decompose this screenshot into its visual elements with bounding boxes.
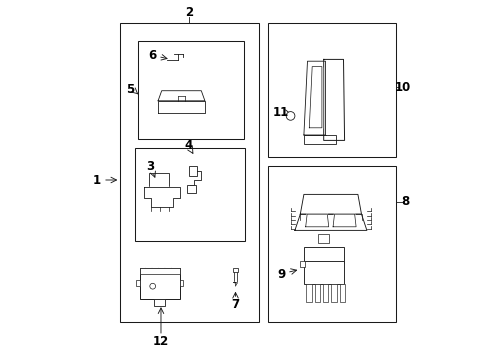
Polygon shape: [143, 187, 179, 207]
Circle shape: [285, 112, 294, 120]
Polygon shape: [294, 214, 366, 230]
Bar: [140, 268, 179, 274]
Bar: [179, 280, 183, 286]
Bar: [134, 148, 244, 241]
Polygon shape: [233, 283, 237, 286]
Bar: [186, 185, 196, 193]
Bar: [300, 261, 304, 267]
Bar: [318, 234, 328, 243]
Polygon shape: [323, 59, 344, 140]
Text: 6: 6: [148, 49, 157, 62]
Bar: [303, 135, 336, 144]
Text: 9: 9: [277, 268, 285, 281]
Bar: [314, 284, 320, 302]
Polygon shape: [303, 61, 325, 135]
Circle shape: [149, 283, 155, 289]
Text: 8: 8: [401, 195, 409, 208]
Bar: [267, 166, 395, 322]
Bar: [330, 284, 336, 302]
Bar: [232, 268, 238, 272]
Text: 10: 10: [394, 81, 410, 94]
Bar: [136, 280, 140, 286]
Bar: [138, 41, 244, 139]
Bar: [267, 23, 395, 157]
Bar: [233, 270, 237, 283]
Bar: [306, 284, 311, 302]
Text: 7: 7: [231, 298, 239, 311]
Polygon shape: [305, 214, 328, 227]
Bar: [149, 173, 168, 187]
Bar: [188, 166, 196, 176]
Text: 1: 1: [93, 174, 101, 186]
Text: 12: 12: [153, 335, 169, 348]
Polygon shape: [332, 214, 355, 227]
Text: 5: 5: [125, 83, 134, 96]
Bar: [303, 247, 343, 263]
Polygon shape: [158, 91, 204, 101]
Bar: [140, 268, 179, 299]
Polygon shape: [300, 194, 361, 214]
Bar: [120, 23, 258, 322]
Text: 3: 3: [146, 160, 154, 173]
Polygon shape: [309, 67, 321, 128]
Bar: [339, 284, 344, 302]
Bar: [154, 299, 165, 306]
Text: 4: 4: [184, 139, 192, 152]
Text: 11: 11: [272, 106, 289, 119]
Text: 2: 2: [184, 6, 192, 19]
Bar: [322, 284, 328, 302]
Bar: [303, 261, 343, 284]
Polygon shape: [158, 101, 204, 113]
